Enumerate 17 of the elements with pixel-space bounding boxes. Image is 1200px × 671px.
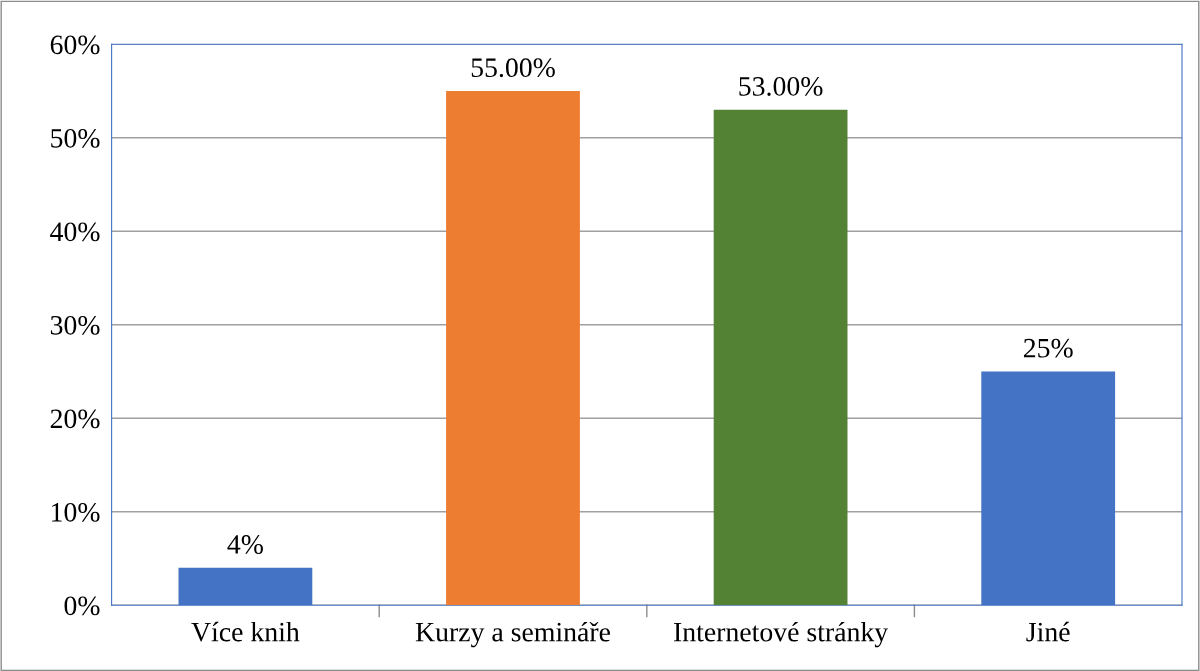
y-tick-label: 50% (51, 128, 100, 148)
data-label: 4% (227, 535, 263, 554)
x-tick-label: Internetové stránky (674, 621, 889, 648)
y-tick-label: 60% (50, 35, 100, 55)
x-tick-label: Více knih (191, 621, 300, 642)
y-tick-label: 20% (50, 409, 100, 429)
x-tick-label: Kurzy a semináře (415, 621, 610, 648)
y-tick-label: 30% (50, 315, 100, 335)
x-tick-label: Jiné (1026, 621, 1070, 642)
y-tick-label: 10% (52, 502, 100, 522)
data-label: 53.00% (739, 77, 823, 96)
data-label: 55.00% (471, 58, 555, 78)
data-label: 25% (1023, 338, 1073, 358)
y-tick-label: 0% (64, 596, 100, 616)
bar (446, 91, 580, 606)
y-tick-label: 40% (50, 222, 100, 242)
bar (713, 109, 848, 606)
